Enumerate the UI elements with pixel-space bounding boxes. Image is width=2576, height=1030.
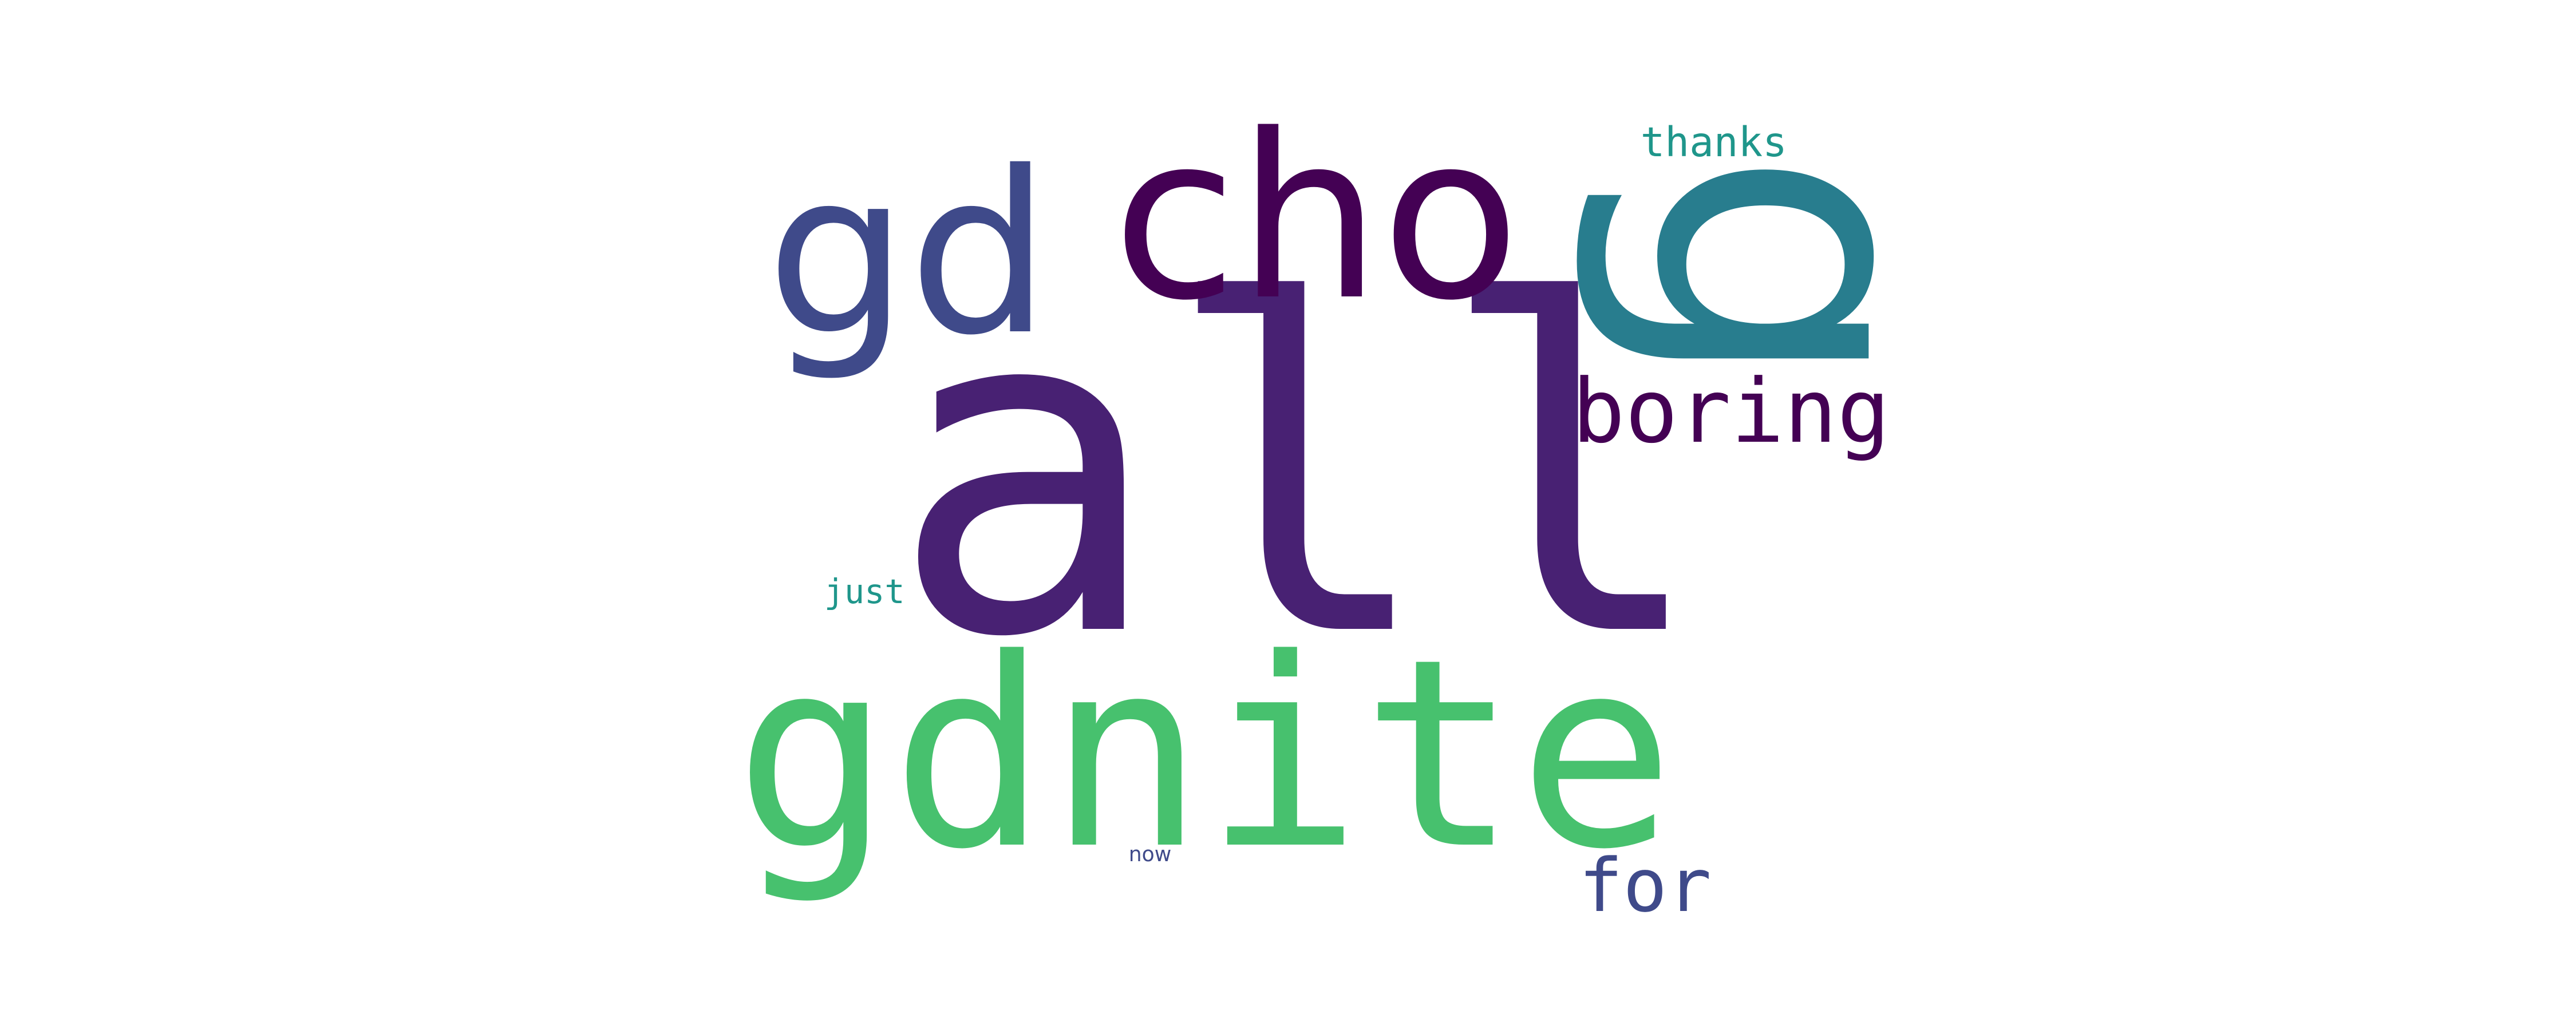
word-all: all	[888, 207, 1710, 736]
word-g: g	[1566, 148, 2016, 394]
word-thanks: thanks	[1640, 118, 1787, 167]
word-boring: boring	[1572, 360, 1890, 463]
word-just: just	[824, 572, 905, 612]
word-gdnite: gdnite	[734, 603, 1675, 906]
word-cho: cho	[1112, 85, 1520, 350]
word-gd: gd	[766, 124, 1051, 385]
word-now: now	[1128, 841, 1172, 866]
word-for: for	[1578, 843, 1712, 929]
